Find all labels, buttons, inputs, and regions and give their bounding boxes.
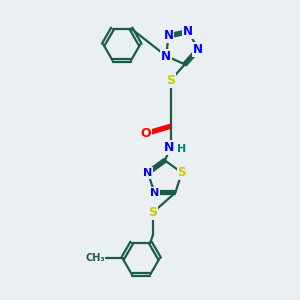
Text: S: S bbox=[178, 166, 186, 179]
Text: CH₃: CH₃ bbox=[85, 254, 105, 263]
Text: N: N bbox=[164, 140, 175, 154]
Text: N: N bbox=[143, 168, 152, 178]
Text: N: N bbox=[194, 43, 203, 56]
Text: N: N bbox=[164, 29, 173, 42]
Text: S: S bbox=[166, 74, 175, 87]
Text: H: H bbox=[178, 143, 187, 154]
Text: N: N bbox=[150, 188, 159, 198]
Text: S: S bbox=[148, 206, 158, 219]
Text: O: O bbox=[140, 127, 151, 140]
Text: N: N bbox=[183, 25, 193, 38]
Text: N: N bbox=[161, 50, 171, 63]
